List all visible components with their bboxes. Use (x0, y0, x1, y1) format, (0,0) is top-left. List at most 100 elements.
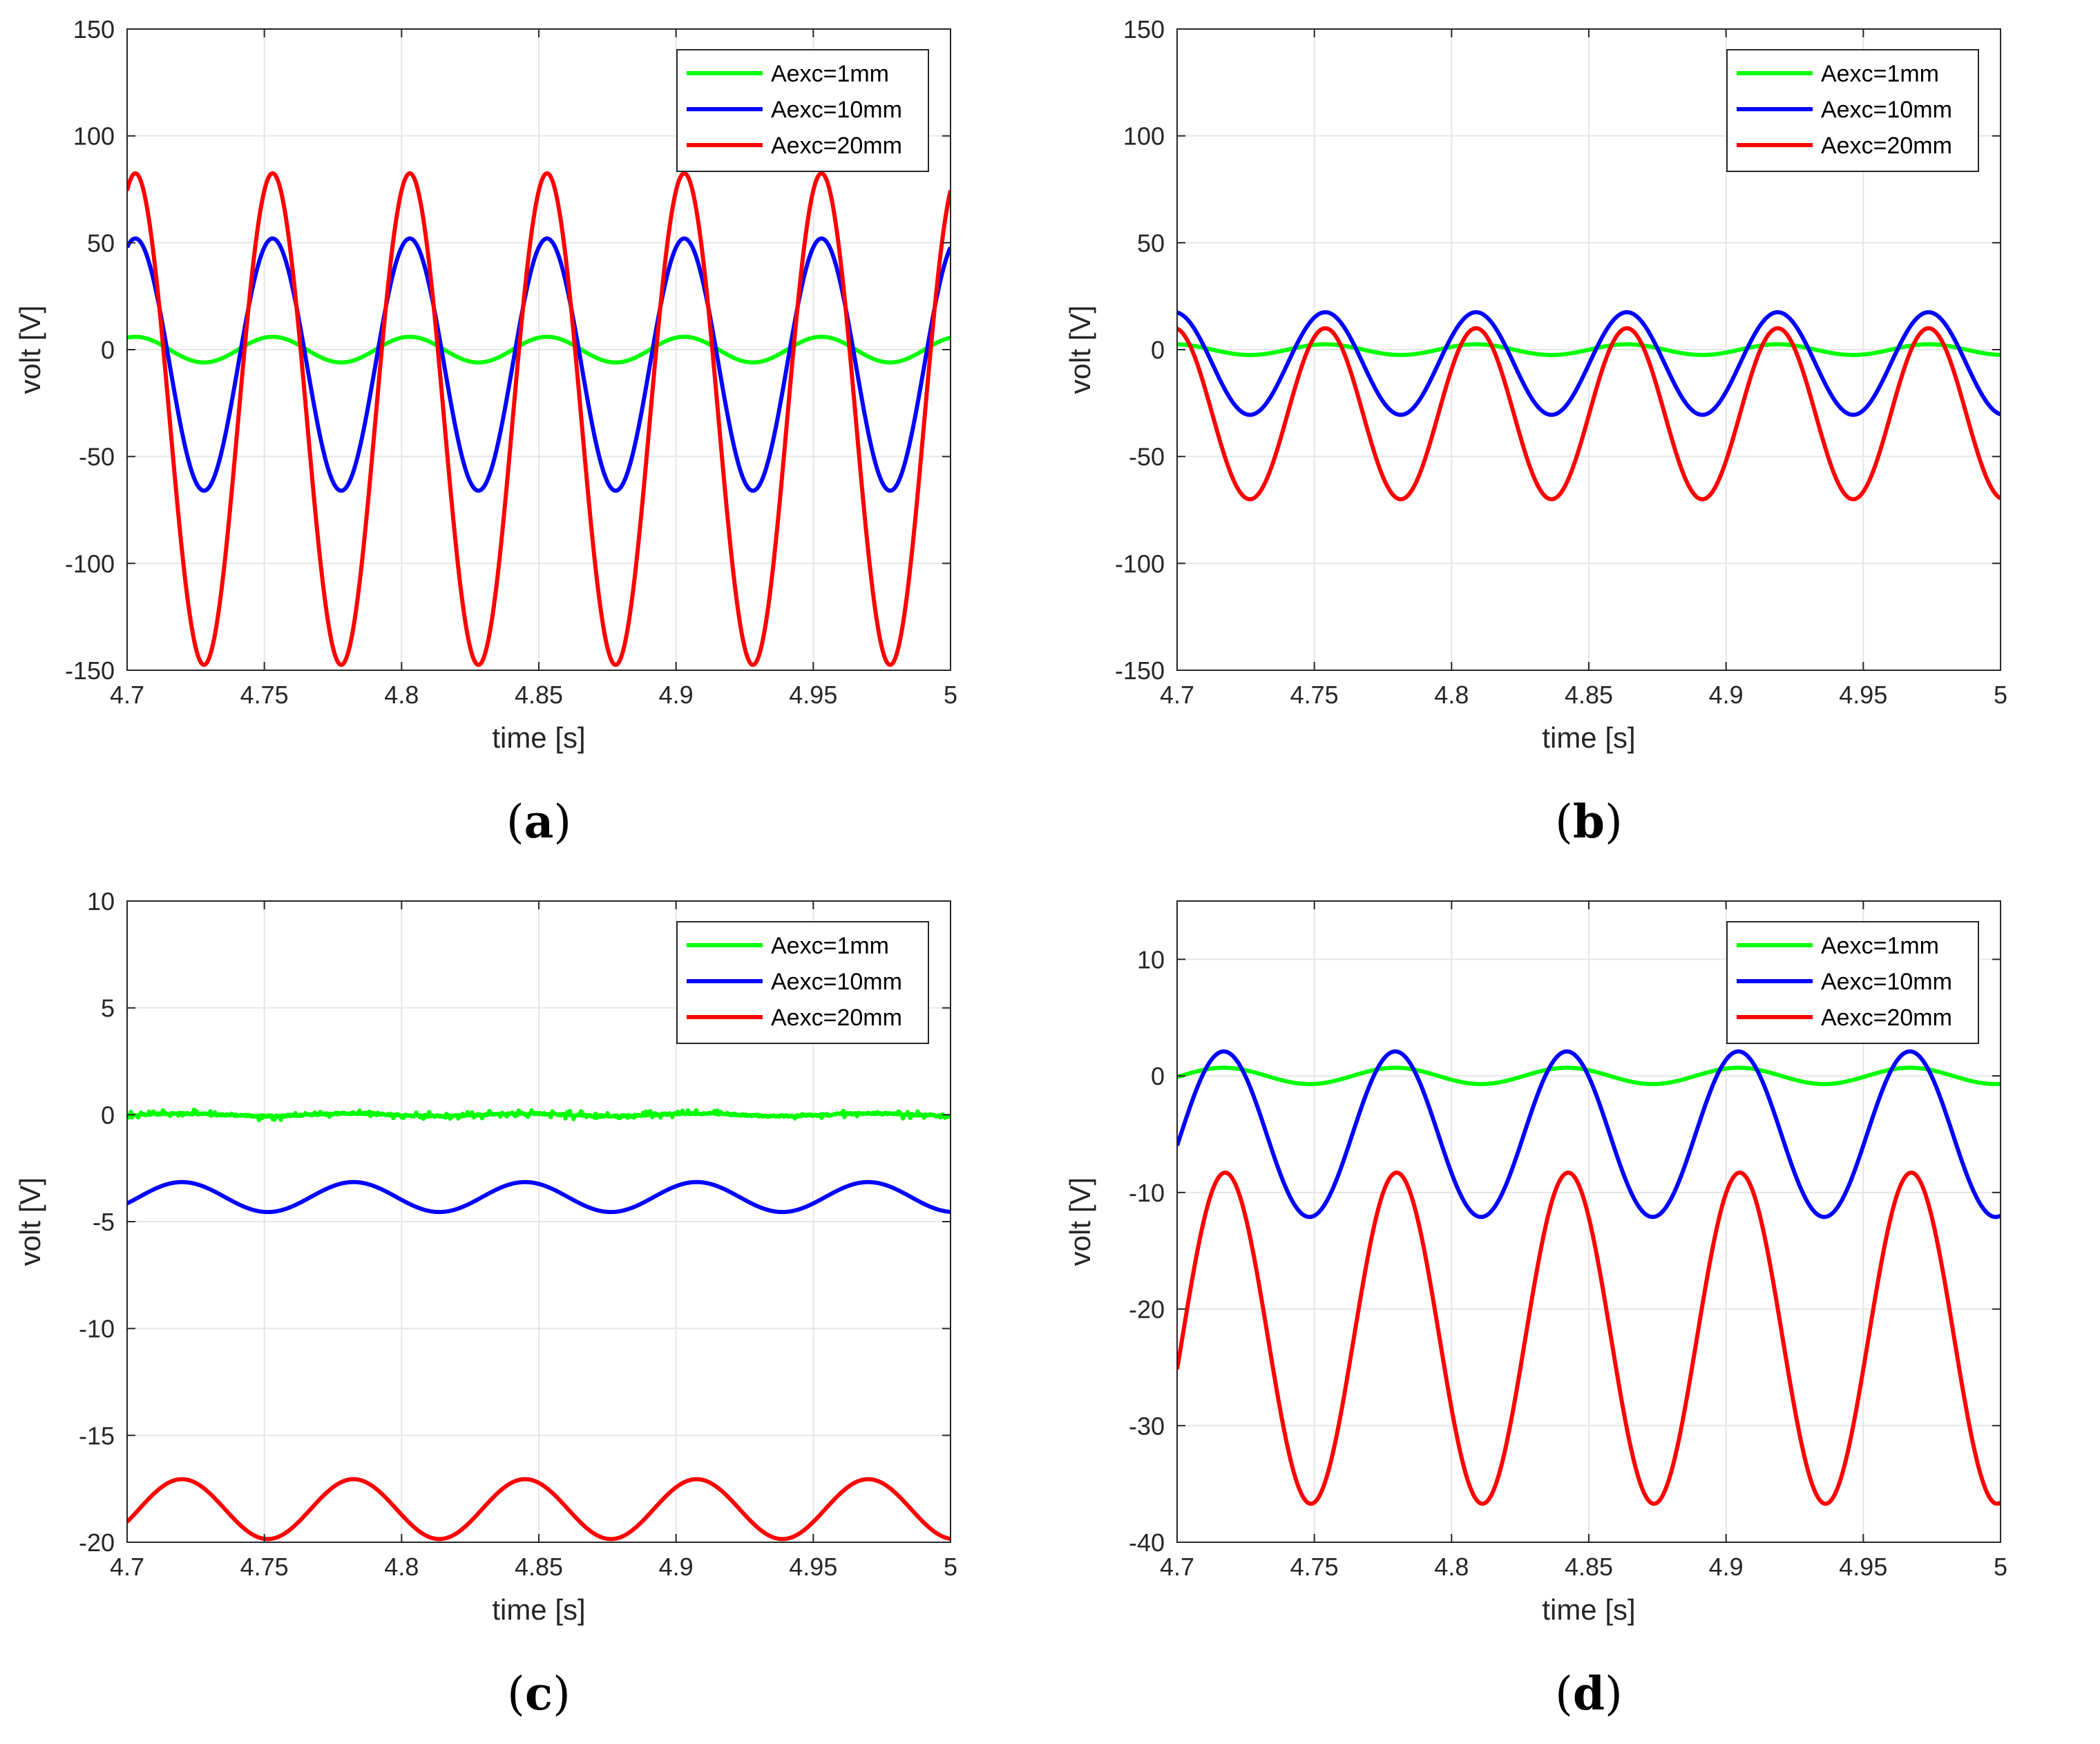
y-tick-label: -5 (93, 1208, 115, 1236)
series-line-green (1177, 1065, 2001, 1086)
y-tick-label: 100 (1123, 122, 1165, 151)
y-tick-label: -150 (1115, 656, 1165, 685)
x-tick-label: 4.95 (1839, 681, 1887, 709)
legend: Aexc=1mm Aexc=10mm Aexc=20mm (676, 49, 929, 172)
y-axis-label: volt [V] (14, 305, 46, 394)
x-tick-label: 4.8 (384, 1553, 419, 1581)
series-line-red (1177, 326, 2001, 502)
x-tick-label: 4.8 (1434, 681, 1469, 709)
series-group (1177, 310, 2001, 502)
panel-b: 4.7 4.75 4.8 4.85 4.9 4.95 5 -150 -100 -50 0 50 100 1… (1050, 0, 2100, 872)
x-tick-label: 4.75 (240, 681, 289, 709)
y-tick-label: -50 (79, 443, 115, 471)
x-axis-label: time [s] (1542, 1593, 1635, 1626)
chart-a: 4.7 4.75 4.8 4.85 4.9 4.95 5 -150 -100 -50 0 50 100 1… (14, 15, 957, 849)
x-tick-label: 4.8 (384, 681, 419, 709)
x-tick-label: 5 (944, 1553, 957, 1581)
y-tick-label: 150 (1123, 15, 1165, 44)
x-tick-label: 5 (1994, 681, 2007, 709)
y-tick-label: -20 (1129, 1296, 1165, 1324)
y-tick-label: 50 (1137, 229, 1165, 257)
x-tick-label: 4.85 (515, 681, 563, 709)
y-tick-label: -150 (65, 656, 115, 685)
legend-label: Aexc=20mm (1821, 133, 1952, 159)
legend-label: Aexc=1mm (771, 933, 889, 959)
legend-label: Aexc=10mm (771, 969, 902, 995)
y-tick-label: -40 (1129, 1528, 1165, 1557)
panel-d: 4.7 4.75 4.8 4.85 4.9 4.95 5 -40 -30 -20 -10 0 10 tim… (1050, 872, 2100, 1744)
y-tick-label: -100 (65, 549, 115, 578)
x-axis-label: time [s] (492, 721, 585, 754)
y-tick-label: -50 (1129, 443, 1165, 471)
y-tick-label: 0 (101, 1101, 115, 1129)
legend-label: Aexc=10mm (1821, 97, 1952, 123)
x-tick-label: 5 (944, 681, 957, 709)
x-tick-label: 4.85 (1565, 681, 1613, 709)
series-line-red (1177, 1170, 2001, 1506)
series-line-blue (127, 1179, 951, 1215)
y-tick-label: -30 (1129, 1412, 1165, 1440)
series-line-blue (1177, 310, 2001, 417)
y-tick-label: 5 (101, 994, 115, 1023)
series-line-green (127, 334, 951, 365)
panel-a: 4.7 4.75 4.8 4.85 4.9 4.95 5 -150 -100 -50 0 50 100 1… (0, 0, 1050, 872)
x-tick-label: 4.75 (240, 1553, 289, 1581)
x-tick-label: 4.95 (789, 1553, 837, 1581)
chart-d: 4.7 4.75 4.8 4.85 4.9 4.95 5 -40 -30 -20 -10 0 10 tim… (1064, 900, 2007, 1721)
x-tick-label: 5 (1994, 1553, 2007, 1581)
y-tick-label: -20 (79, 1528, 115, 1557)
legend: Aexc=1mm Aexc=10mm Aexc=20mm (1726, 49, 1979, 172)
x-tick-label: 4.7 (110, 681, 144, 709)
series-group (1177, 1049, 2001, 1506)
legend-label: Aexc=20mm (771, 1005, 902, 1031)
x-tick-label: 4.9 (659, 1553, 694, 1581)
x-tick-label: 4.95 (1839, 1553, 1887, 1581)
y-tick-label: 50 (87, 229, 115, 257)
panel-caption: (a) (506, 795, 571, 849)
y-axis-label: volt [V] (1064, 305, 1096, 394)
legend: Aexc=1mm Aexc=10mm Aexc=20mm (1726, 921, 1979, 1044)
x-tick-label: 4.75 (1290, 681, 1339, 709)
chart-b: 4.7 4.75 4.8 4.85 4.9 4.95 5 -150 -100 -50 0 50 100 1… (1064, 15, 2007, 849)
panel-caption: (b) (1555, 795, 1623, 849)
x-tick-label: 4.7 (110, 1553, 144, 1581)
legend-label: Aexc=10mm (1821, 969, 1952, 995)
x-tick-label: 4.9 (1709, 1553, 1744, 1581)
x-tick-label: 4.85 (515, 1553, 563, 1581)
legend-label: Aexc=1mm (771, 61, 889, 87)
x-tick-label: 4.75 (1290, 1553, 1339, 1581)
series-line-blue (1177, 1049, 2001, 1220)
series-line-green (127, 1107, 951, 1122)
y-axis-label: volt [V] (14, 1177, 46, 1266)
x-tick-label: 4.7 (1160, 1553, 1194, 1581)
y-tick-label: 100 (73, 122, 115, 151)
y-tick-label: 10 (87, 887, 115, 916)
y-tick-label: -10 (79, 1315, 115, 1343)
y-tick-label: 150 (73, 15, 115, 44)
panel-c: 4.7 4.75 4.8 4.85 4.9 4.95 5 -20 -15 -10 -5 0 5 10 tim… (0, 872, 1050, 1744)
y-tick-label: 0 (101, 336, 115, 364)
y-axis-label: volt [V] (1064, 1177, 1096, 1266)
x-tick-label: 4.9 (1709, 681, 1744, 709)
series-line-red (127, 171, 951, 667)
y-tick-label: -100 (1115, 549, 1165, 578)
x-axis-label: time [s] (1542, 721, 1635, 754)
y-tick-label: -10 (1129, 1179, 1165, 1207)
x-tick-label: 4.95 (789, 681, 837, 709)
y-tick-label: 10 (1137, 945, 1165, 974)
x-axis-label: time [s] (492, 1593, 585, 1626)
y-tick-label: 0 (1151, 1062, 1165, 1090)
x-tick-label: 4.7 (1160, 681, 1194, 709)
series-line-blue (127, 236, 951, 493)
legend-label: Aexc=1mm (1821, 933, 1939, 959)
series-line-green (1177, 342, 2001, 357)
series-group (127, 171, 951, 667)
legend: Aexc=1mm Aexc=10mm Aexc=20mm (676, 921, 929, 1044)
legend-label: Aexc=20mm (771, 133, 902, 159)
panel-caption: (d) (1555, 1667, 1623, 1721)
x-tick-label: 4.9 (659, 681, 694, 709)
y-tick-label: -15 (79, 1421, 115, 1450)
x-tick-label: 4.8 (1434, 1553, 1469, 1581)
legend-label: Aexc=20mm (1821, 1005, 1952, 1031)
